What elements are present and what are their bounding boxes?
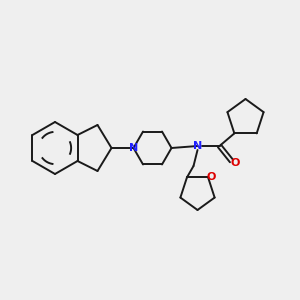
Text: O: O [206, 172, 216, 182]
Text: N: N [193, 141, 202, 151]
Text: O: O [231, 158, 240, 168]
Text: N: N [129, 143, 138, 153]
